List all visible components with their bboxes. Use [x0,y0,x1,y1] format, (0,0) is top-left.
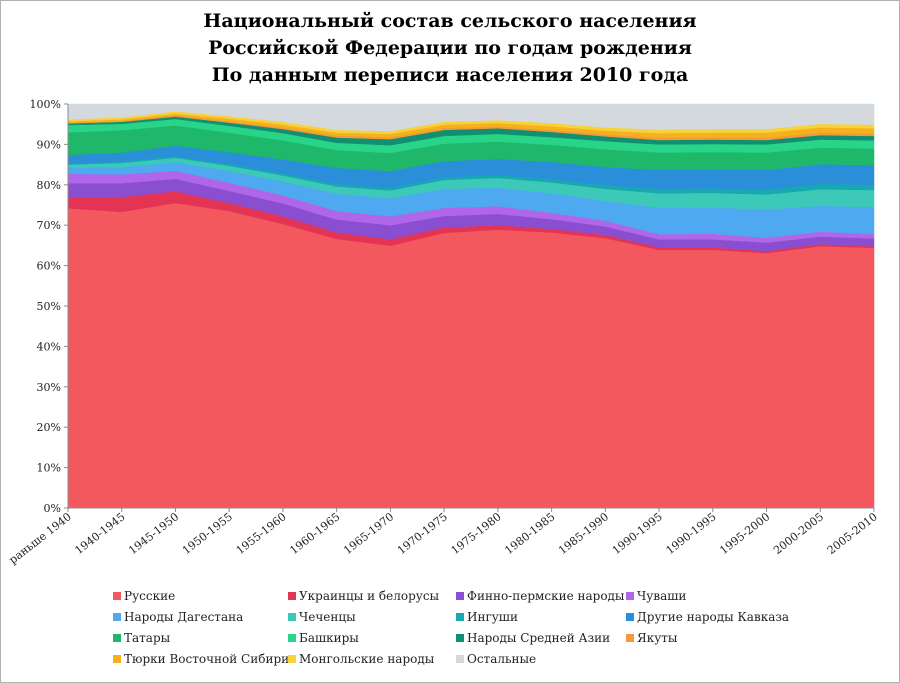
legend-label: Татары [124,631,171,645]
x-tick-label: 1950-1955 [180,510,235,557]
legend-label: Монгольские народы [299,652,435,666]
legend-item: Народы Дагестана [113,609,243,625]
legend-label: Народы Средней Азии [467,631,611,645]
legend-swatch [626,612,634,621]
legend-swatch [113,612,121,621]
legend-swatch [456,654,464,663]
x-tick-label: 1940-1945 [73,510,128,557]
legend-item: Финно-пермские народы [456,588,624,604]
x-tick-label: 1980-1985 [502,510,557,557]
x-tick-label: 1970-1975 [395,510,450,557]
x-tick-label: 2000-2005 [771,510,826,557]
legend-swatch [626,633,634,642]
x-tick-label: 1975-1980 [449,510,504,557]
legend-swatch [288,633,296,642]
legend-item: Чеченцы [288,609,356,625]
y-tick-label: 100% [30,98,61,111]
x-tick-label: 1945-1950 [126,510,181,557]
y-tick-label: 70% [37,219,61,232]
legend-item: Другие народы Кавказа [626,609,789,625]
legend-item: Башкиры [288,630,359,646]
legend-item: Якуты [626,630,677,646]
legend-swatch [113,633,121,642]
legend-item: Ингуши [456,609,518,625]
legend-label: Остальные [467,652,537,666]
legend-label: Башкиры [299,631,359,645]
legend-swatch [288,654,296,663]
y-tick-label: 80% [37,179,61,192]
legend-swatch [456,591,464,600]
x-tick-label: 1960-1965 [287,510,342,557]
legend-item: Русские [113,588,175,604]
legend-swatch [626,591,634,600]
legend-item: Татары [113,630,170,646]
chart-title-line-3: По данным переписи населения 2010 года [211,64,689,86]
legend-label: Народы Дагестана [124,610,244,624]
x-tick-label: 1985-1990 [556,510,611,557]
y-tick-label: 50% [37,300,61,313]
x-tick-label: 2005-2010 [825,510,880,557]
y-tick-label: 60% [37,260,61,273]
y-tick-label: 40% [37,340,61,353]
legend-label: Украинцы и белорусы [299,589,440,603]
x-tick-label: 1955-1960 [234,510,289,557]
x-tick-label: 1995-2000 [717,510,772,557]
chart-title-line-1: Национальный состав сельского населения [203,10,697,32]
legend-label: Финно-пермские народы [467,589,625,603]
legend-swatch [456,612,464,621]
legend-swatch [113,591,121,600]
y-tick-label: 90% [37,138,61,151]
legend-label: Чеченцы [299,610,356,624]
x-tick-label: 1990-1995 [610,510,665,557]
chart-title-line-2: Российской Федерации по годам рождения [208,37,692,59]
legend-item: Тюрки Восточной Сибири [113,651,289,667]
legend-swatch [456,633,464,642]
x-tick-label: 1990-1995 [664,510,719,557]
legend-label: Чуваши [637,589,687,603]
y-tick-label: 20% [37,421,61,434]
legend-swatch [113,654,121,663]
x-tick-label: 1965-1970 [341,510,396,557]
legend-item: Народы Средней Азии [456,630,610,646]
x-tick-label: раньше 1940 [7,510,74,567]
y-tick-label: 10% [37,462,61,475]
legend-swatch [288,612,296,621]
y-tick-label: 30% [37,381,61,394]
legend-item: Остальные [456,651,536,667]
legend-item: Монгольские народы [288,651,434,667]
legend-swatch [288,591,296,600]
chart-title: Национальный состав сельского населения … [0,8,900,89]
legend-label: Другие народы Кавказа [637,610,790,624]
legend-label: Тюрки Восточной Сибири [124,652,290,666]
legend-label: Якуты [637,631,678,645]
y-tick-label: 0% [44,502,61,515]
area-series-15 [67,103,875,132]
legend-item: Украинцы и белорусы [288,588,439,604]
legend-label: Русские [124,589,176,603]
legend-item: Чуваши [626,588,686,604]
legend-label: Ингуши [467,610,518,624]
